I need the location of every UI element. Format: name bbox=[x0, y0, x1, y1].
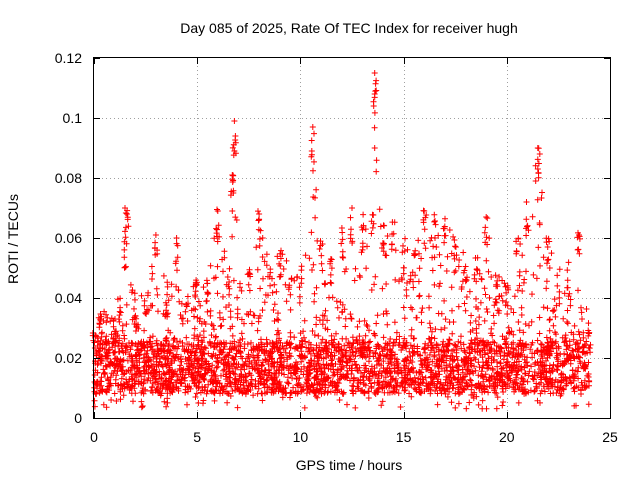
outlier-point bbox=[232, 133, 239, 139]
y-tick-labels: 0 0.02 0.04 0.06 0.08 0.1 0.12 bbox=[55, 50, 82, 426]
x-tick-label: 0 bbox=[90, 429, 98, 445]
outlier-point bbox=[536, 151, 543, 157]
outlier-point bbox=[231, 118, 238, 124]
outlier-point bbox=[349, 205, 355, 211]
outlier-point bbox=[532, 178, 539, 184]
outlier-point bbox=[173, 235, 180, 241]
outlier-point bbox=[152, 232, 159, 238]
y-tick-label: 0.02 bbox=[55, 350, 82, 366]
plot-frame bbox=[93, 57, 611, 419]
outlier-point bbox=[421, 208, 428, 214]
outlier-point bbox=[229, 172, 236, 178]
axis-ticks bbox=[94, 58, 611, 419]
outlier-point bbox=[371, 145, 378, 151]
outlier-point bbox=[214, 208, 221, 214]
x-tick-label: 15 bbox=[396, 429, 412, 445]
outlier-point bbox=[231, 148, 238, 154]
y-tick-label: 0 bbox=[74, 410, 82, 426]
outlier-point bbox=[371, 70, 378, 76]
y-axis-label: ROTI / TECUs bbox=[5, 194, 21, 284]
outlier-point bbox=[370, 103, 377, 109]
x-axis-label: GPS time / hours bbox=[296, 457, 403, 473]
scatter-points bbox=[89, 77, 594, 412]
y-tick-label: 0.08 bbox=[55, 170, 82, 186]
y-tick-label: 0.12 bbox=[55, 50, 82, 66]
outlier-point bbox=[230, 190, 237, 196]
outlier-point bbox=[309, 124, 316, 130]
outlier-point bbox=[534, 145, 541, 151]
outlier-point bbox=[576, 232, 582, 238]
y-tick-label: 0.06 bbox=[55, 230, 82, 246]
y-tick-label: 0.04 bbox=[55, 290, 82, 306]
x-tick-label: 25 bbox=[602, 429, 618, 445]
x-tick-label: 5 bbox=[193, 429, 201, 445]
outlier-point bbox=[534, 166, 541, 172]
data-points bbox=[89, 70, 594, 412]
outlier-point bbox=[229, 208, 236, 214]
x-tick-label: 10 bbox=[293, 429, 309, 445]
outlier-point bbox=[124, 211, 130, 217]
outlier-point bbox=[256, 211, 263, 217]
outlier-point bbox=[122, 205, 128, 211]
outlier-point bbox=[371, 91, 378, 97]
x-tick-labels: 0 5 10 15 20 25 bbox=[90, 429, 618, 445]
y-tick-label: 0.1 bbox=[63, 110, 83, 126]
x-tick-label: 20 bbox=[499, 429, 515, 445]
chart-title: Day 085 of 2025, Rate Of TEC Index for r… bbox=[180, 20, 517, 36]
outlier-point bbox=[483, 214, 490, 220]
